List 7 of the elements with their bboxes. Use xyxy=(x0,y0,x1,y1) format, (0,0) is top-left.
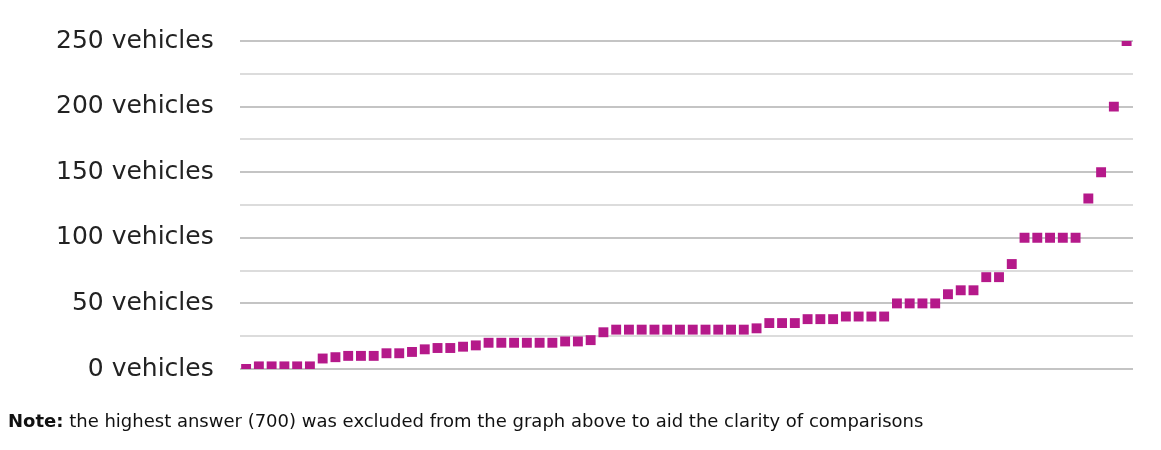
y-tick-label: 200 vehicles xyxy=(55,90,214,120)
y-tick-label: 250 vehicles xyxy=(55,24,214,54)
y-tick-label: 100 vehicles xyxy=(55,221,214,251)
y-tick-label: 0 vehicles xyxy=(87,352,214,382)
y-tick-label: 50 vehicles xyxy=(71,286,214,316)
text: Note: the highest answer (700) was excluded from the graph above to aid the clarity of comparisons xyxy=(8,410,924,431)
y-tick-label: 150 vehicles xyxy=(55,155,214,185)
